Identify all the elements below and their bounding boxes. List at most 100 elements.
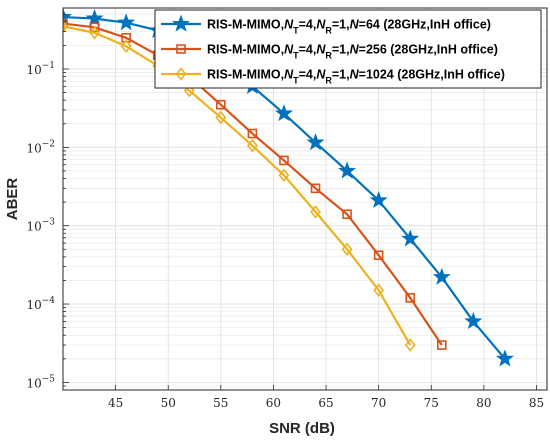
x-tick-label: 85 (529, 396, 544, 410)
legend-marker (175, 67, 187, 81)
legend-label-part: =4, (299, 43, 317, 57)
data-point (117, 13, 136, 31)
data-point (306, 133, 325, 151)
series-line (63, 25, 412, 346)
x-tick-label: 45 (108, 396, 123, 410)
legend-label-part: T (293, 26, 299, 36)
data-point (436, 340, 447, 350)
legend-label-part: N (284, 43, 294, 57)
legend-label-part: R (325, 51, 332, 61)
data-point (279, 155, 289, 166)
legend-marker (171, 14, 191, 32)
x-tick-label: 55 (213, 396, 228, 410)
legend-label-part: N (284, 18, 294, 32)
y-tick-base: 10 (26, 220, 41, 234)
data-point (85, 9, 104, 27)
data-point (63, 18, 68, 29)
x-tick-label: 70 (371, 396, 386, 410)
y-tick-exponent: −1 (42, 61, 55, 71)
legend-label: RIS-M-MIMO,NT=4,NR=1,N=256 (28GHz,InH of… (207, 43, 498, 61)
x-tick-label: 60 (266, 396, 281, 410)
legend-label-part: N (284, 68, 294, 82)
data-point (89, 25, 100, 40)
data-point (63, 19, 69, 34)
data-point (373, 283, 385, 298)
legend-entry: RIS-M-MIMO,NT=4,NR=1,N=64 (28GHz,InH off… (161, 14, 491, 36)
y-tick-base: 10 (26, 63, 41, 77)
data-point (464, 311, 483, 330)
legend-entry: RIS-M-MIMO,NT=4,NR=1,N=256 (28GHz,InH of… (161, 43, 498, 61)
legend-label-part: N (316, 18, 326, 32)
legend-label-part: =1024 (28GHz,InH office) (359, 68, 505, 82)
legend-label-part: N (316, 43, 326, 57)
data-point (183, 83, 195, 98)
y-tick-label: 10−2 (26, 139, 55, 155)
tick-marks (63, 13, 537, 390)
legend: RIS-M-MIMO,NT=4,NR=1,N=64 (28GHz,InH off… (154, 9, 542, 89)
data-point (89, 22, 100, 33)
legend-entry: RIS-M-MIMO,NT=4,NR=1,N=1024 (28GHz,InH o… (161, 67, 505, 86)
x-tick-label: 80 (476, 396, 491, 410)
data-point (369, 190, 388, 209)
legend-label-part: =64 (28GHz,InH office) (359, 18, 491, 32)
y-tick-base: 10 (26, 376, 41, 390)
legend-label-part: N (350, 18, 360, 32)
data-point (247, 128, 258, 139)
legend-label-part: =1, (332, 43, 350, 57)
y-tick-label: 10−5 (26, 374, 55, 390)
legend-label-part: N (350, 43, 360, 57)
legend-label: RIS-M-MIMO,NT=4,NR=1,N=64 (28GHz,InH off… (207, 18, 491, 36)
series-line (63, 22, 443, 346)
legend-label-part: N (350, 68, 360, 82)
y-axis-title: ABER (4, 178, 21, 221)
data-point (405, 293, 416, 303)
data-point (246, 138, 258, 153)
x-axis-title: SNR (dB) (269, 420, 335, 437)
legend-label-part: =4, (299, 18, 317, 32)
data-point (278, 168, 290, 183)
y-tick-base: 10 (26, 298, 41, 312)
legend-marker (176, 44, 186, 54)
y-tick-exponent: −5 (42, 374, 56, 384)
series-2 (63, 18, 447, 350)
y-tick-label: 10−1 (26, 61, 55, 77)
data-point (310, 205, 321, 219)
y-tick-exponent: −3 (42, 218, 56, 228)
legend-label-part: R (325, 26, 332, 36)
legend-label-part: =4, (299, 68, 317, 82)
data-point (341, 242, 353, 257)
y-tick-label: 10−3 (26, 218, 55, 234)
legend-label-prefix: RIS-M-MIMO, (207, 43, 284, 57)
x-tick-label: 75 (424, 396, 439, 410)
legend-label-part: =1, (332, 18, 350, 32)
data-point (274, 104, 293, 122)
data-point (310, 183, 321, 194)
x-tick-label: 50 (161, 396, 176, 410)
data-point (215, 110, 227, 125)
legend-label: RIS-M-MIMO,NT=4,NR=1,N=1024 (28GHz,InH o… (207, 68, 505, 86)
data-point (404, 338, 416, 352)
legend-label-part: T (293, 51, 299, 61)
legend-label-prefix: RIS-M-MIMO, (207, 68, 284, 82)
data-point (432, 267, 451, 285)
plot-frame (62, 7, 548, 391)
legend-box (154, 9, 542, 89)
data-point (373, 250, 384, 261)
legend-label-part: T (293, 76, 299, 86)
data-point (216, 99, 226, 110)
x-tick-labels: 45 50 55 60 65 70 75 80 85 (108, 396, 544, 410)
data-point (401, 229, 420, 247)
data-point (338, 161, 357, 179)
legend-label-part: R (325, 76, 332, 86)
y-tick-exponent: −2 (42, 139, 55, 149)
data-point (342, 209, 352, 220)
x-tick-label: 65 (318, 396, 333, 410)
legend-label-part: N (316, 68, 326, 82)
legend-label-part: =1, (332, 68, 350, 82)
y-tick-label: 10−4 (26, 296, 55, 312)
legend-label-prefix: RIS-M-MIMO, (207, 18, 284, 32)
legend-label-part: =256 (28GHz,InH office) (359, 43, 498, 57)
y-tick-exponent: −4 (42, 296, 56, 306)
y-tick-labels: 10−510−410−310−210−1 (26, 61, 55, 390)
